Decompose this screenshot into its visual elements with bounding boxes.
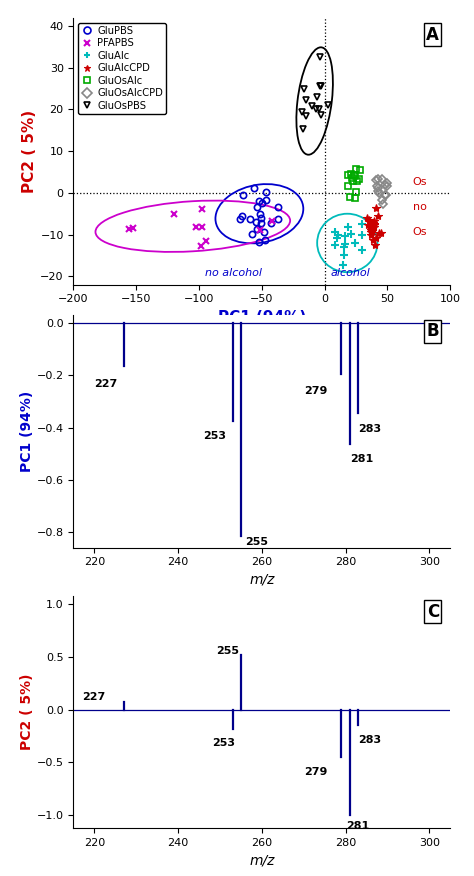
Text: 227: 227 [94,379,118,389]
Text: 255: 255 [245,537,268,548]
Text: C: C [427,603,439,620]
X-axis label: m/z: m/z [249,853,274,867]
X-axis label: m/z: m/z [249,573,274,587]
Text: 279: 279 [304,766,327,777]
Text: 283: 283 [358,735,381,745]
X-axis label: PC1 (94%): PC1 (94%) [218,310,306,325]
Text: 227: 227 [82,692,105,702]
Text: 283: 283 [358,424,381,434]
Text: no: no [412,201,427,212]
Text: 253: 253 [211,738,235,748]
Text: 255: 255 [216,646,239,656]
Y-axis label: PC2 ( 5%): PC2 ( 5%) [20,674,34,750]
Legend: GluPBS, PFAPBS, GluAlc, GluAlcCPD, GluOsAlc, GluOsAlcCPD, GluOsPBS: GluPBS, PFAPBS, GluAlc, GluAlcCPD, GluOs… [79,23,166,114]
Text: alcohol: alcohol [331,268,371,279]
Text: no alcohol: no alcohol [205,268,263,279]
Y-axis label: PC1 (94%): PC1 (94%) [20,391,34,472]
Text: 279: 279 [304,385,327,396]
Y-axis label: PC2 ( 5%): PC2 ( 5%) [22,110,37,193]
Text: 253: 253 [203,431,226,442]
Text: A: A [426,25,439,44]
Text: B: B [427,322,439,340]
Text: 281: 281 [346,822,369,831]
Text: 281: 281 [350,454,373,463]
Text: Os: Os [412,176,427,187]
Text: Os: Os [412,227,427,237]
